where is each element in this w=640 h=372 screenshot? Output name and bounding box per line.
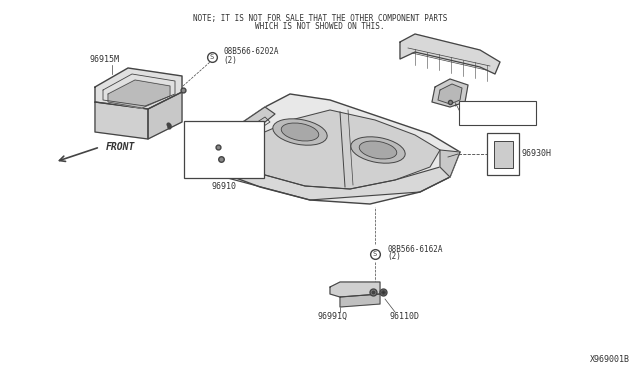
Ellipse shape [359,141,397,159]
Polygon shape [95,102,148,139]
Polygon shape [230,110,440,189]
Text: (2): (2) [387,253,401,262]
Text: 96930H: 96930H [522,150,552,158]
FancyBboxPatch shape [493,141,513,167]
Text: S: S [210,54,214,60]
Text: 96110D: 96110D [390,312,420,321]
Polygon shape [440,150,460,177]
Polygon shape [210,107,275,157]
Polygon shape [200,160,450,200]
Ellipse shape [281,123,319,141]
Polygon shape [148,92,182,139]
Text: 96960N: 96960N [462,108,492,116]
FancyBboxPatch shape [487,133,519,175]
FancyBboxPatch shape [184,121,264,178]
Text: NOTE; IT IS NOT FOR SALE THAT THE OTHER COMPONENT PARTS: NOTE; IT IS NOT FOR SALE THAT THE OTHER … [193,14,447,23]
Ellipse shape [351,137,405,163]
Text: S: S [373,251,377,257]
Polygon shape [340,294,380,307]
Text: 96991Q: 96991Q [318,312,348,321]
Polygon shape [438,84,462,104]
Polygon shape [108,80,170,108]
Text: FRONT: FRONT [106,142,136,152]
Text: (2): (2) [223,55,237,64]
Ellipse shape [273,119,327,145]
Polygon shape [200,94,460,204]
Text: WHICH IS NOT SHOWED ON THIS.: WHICH IS NOT SHOWED ON THIS. [255,22,385,31]
Text: 08B566-6202A: 08B566-6202A [223,48,278,57]
Polygon shape [200,144,235,176]
Polygon shape [432,79,468,107]
Polygon shape [330,282,380,297]
Text: 96915M: 96915M [90,55,120,64]
Text: 96910: 96910 [211,182,237,191]
Text: 08B566-6162A: 08B566-6162A [387,244,442,253]
Text: X969001B: X969001B [590,355,630,364]
FancyBboxPatch shape [459,101,536,125]
Polygon shape [400,34,500,74]
Polygon shape [95,68,182,109]
